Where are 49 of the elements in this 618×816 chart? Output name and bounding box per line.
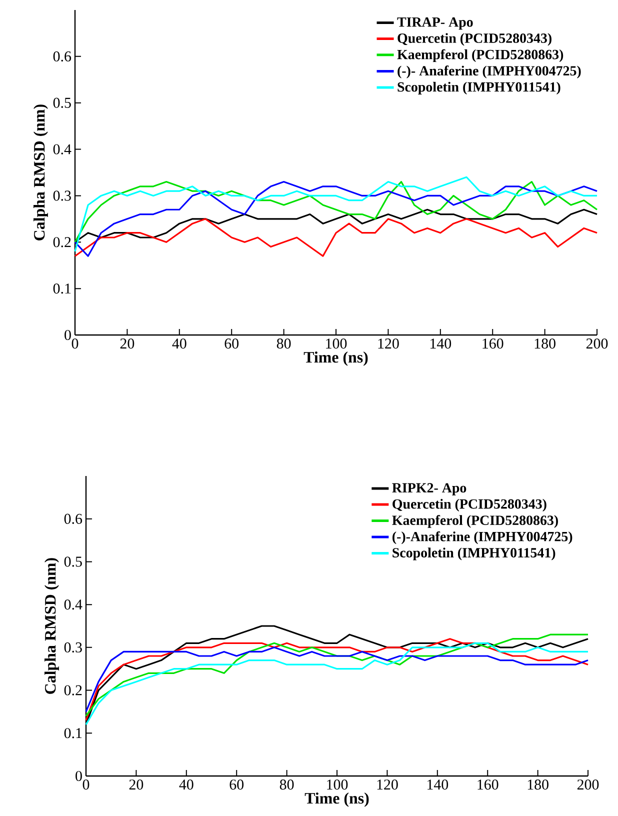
x-tick-label: 60 (230, 780, 244, 790)
y-tick-label: 0.2 (64, 685, 82, 696)
x-tick-label: 160 (478, 780, 498, 790)
x-tick-label: 80 (276, 338, 291, 349)
x-tick-label: 120 (378, 338, 399, 349)
x-tick-label: 80 (280, 780, 294, 790)
legend-label: Quercetin (PCID5280343) (398, 33, 552, 46)
legend-label: Kaempferol (PCID5280863) (397, 49, 564, 62)
y-tick-label: 0.1 (64, 728, 82, 738)
y-tick-label: 0.2 (53, 237, 71, 248)
x-tick-label: 120 (377, 780, 398, 790)
x-axis-title: Time (ns) (304, 351, 368, 366)
y-tick-label: 0.5 (53, 98, 71, 108)
y-tick-label: 0.1 (53, 283, 71, 294)
x-tick-label: 20 (129, 780, 144, 790)
x-tick-label: 140 (430, 338, 452, 349)
legend-label: (-)- Anaferine (IMPHY004725) (398, 66, 581, 78)
y-axis-title: Calpha RMSD (nm) (44, 558, 59, 694)
y-tick-label: 0.5 (64, 556, 82, 567)
legend-label: Quercetin (PCID5280343) (392, 498, 546, 512)
x-tick-label: 60 (224, 338, 239, 349)
legend-label: Kaempferol (PCID5280863) (392, 515, 558, 528)
y-tick-label: 0.4 (64, 599, 82, 610)
legend-label: TIRAP- Apo (397, 17, 473, 30)
y-tick-label: 0 (76, 770, 82, 782)
y-tick-label: 0.6 (64, 514, 82, 524)
x-tick-label: 200 (577, 780, 599, 790)
legend-label: (-)-Anaferine (IMPHY004725) (392, 531, 572, 544)
x-tick-label: 140 (428, 780, 448, 790)
legend-label: Scopoletin (IMPHY011541) (392, 548, 556, 560)
legend-label: RIPK2- Apo (392, 483, 466, 496)
x-tick-label: 40 (179, 780, 194, 790)
x-tick-label: 180 (528, 780, 548, 790)
x-tick-label: 40 (172, 338, 186, 349)
y-tick-label: 0.3 (53, 190, 71, 201)
x-tick-label: 20 (120, 338, 134, 349)
x-axis-title: Time (ns) (304, 792, 369, 807)
x-tick-label: 100 (326, 338, 347, 349)
x-tick-label: 0 (82, 780, 90, 790)
x-tick-label: 180 (534, 338, 556, 349)
x-tick-label: 100 (327, 780, 348, 790)
x-tick-label: 200 (586, 338, 608, 349)
y-tick-label: 0 (64, 330, 71, 340)
y-tick-label: 0.3 (64, 642, 82, 653)
y-tick-label: 0.4 (53, 144, 72, 154)
legend-label: Scopoletin (IMPHY011541) (398, 82, 560, 95)
x-tick-label: 160 (482, 338, 504, 349)
y-tick-label: 0.6 (53, 51, 72, 62)
y-axis-title: Calpha RMSD (nm) (34, 104, 48, 240)
